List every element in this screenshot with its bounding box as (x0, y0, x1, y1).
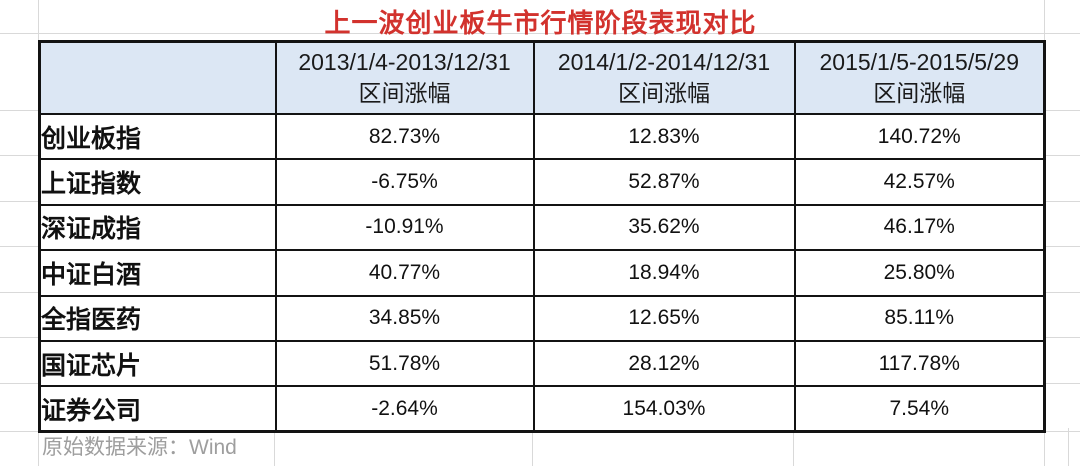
header-period-2: 2014/1/2-2014/12/31 区间涨幅 (532, 40, 796, 115)
value-cell: -2.64% (274, 385, 535, 433)
value-cell: 154.03% (532, 385, 796, 433)
table-row: 中证白酒 40.77% 18.94% 25.80% (38, 249, 1046, 297)
row-label: 深证成指 (38, 203, 277, 252)
value-cell: 40.77% (274, 249, 535, 297)
data-source-note: 原始数据来源：Wind (42, 436, 237, 459)
gridline-vertical (793, 428, 794, 466)
value-cell: -6.75% (274, 158, 535, 206)
value-cell: 28.12% (532, 339, 796, 388)
table-row: 全指医药 34.85% 12.65% 85.11% (38, 294, 1046, 342)
gridline-vertical (1068, 428, 1069, 466)
row-label: 创业板指 (38, 112, 277, 161)
row-label: 证券公司 (38, 385, 277, 433)
value-cell: 51.78% (274, 339, 535, 388)
value-cell: 82.73% (274, 112, 535, 161)
table-row: 证券公司 -2.64% 154.03% 7.54% (38, 385, 1046, 433)
row-label: 国证芯片 (38, 339, 277, 388)
value-cell: 35.62% (532, 203, 796, 252)
value-cell: 117.78% (793, 339, 1046, 388)
table-title: 上一波创业板牛市行情阶段表现对比 (324, 8, 757, 38)
value-cell: 85.11% (793, 294, 1046, 342)
gridline-vertical (532, 428, 533, 466)
value-cell: 18.94% (532, 249, 796, 297)
row-label: 全指医药 (38, 294, 277, 342)
value-cell: 52.87% (532, 158, 796, 206)
table-row: 深证成指 -10.91% 35.62% 46.17% (38, 203, 1046, 252)
row-label: 中证白酒 (38, 249, 277, 297)
value-cell: 140.72% (793, 112, 1046, 161)
table-row: 创业板指 82.73% 12.83% 140.72% (38, 112, 1046, 161)
header-row: 2013/1/4-2013/12/31 区间涨幅 2014/1/2-2014/1… (38, 40, 1046, 115)
gridline-horizontal (0, 33, 1080, 34)
row-label: 上证指数 (38, 158, 277, 206)
value-cell: 7.54% (793, 385, 1046, 433)
table-row: 上证指数 -6.75% 52.87% 42.57% (38, 158, 1046, 206)
value-cell: 42.57% (793, 158, 1046, 206)
header-period-1: 2013/1/4-2013/12/31 区间涨幅 (274, 40, 535, 115)
value-cell: 25.80% (793, 249, 1046, 297)
header-period-3: 2015/1/5-2015/5/29 区间涨幅 (793, 40, 1046, 115)
value-cell: 46.17% (793, 203, 1046, 252)
gridline-vertical (274, 428, 275, 466)
value-cell: -10.91% (274, 203, 535, 252)
value-cell: 34.85% (274, 294, 535, 342)
value-cell: 12.83% (532, 112, 796, 161)
corner-cell (38, 40, 277, 115)
performance-table: 2013/1/4-2013/12/31 区间涨幅 2014/1/2-2014/1… (38, 40, 1046, 434)
table-row: 国证芯片 51.78% 28.12% 117.78% (38, 339, 1046, 388)
value-cell: 12.65% (532, 294, 796, 342)
